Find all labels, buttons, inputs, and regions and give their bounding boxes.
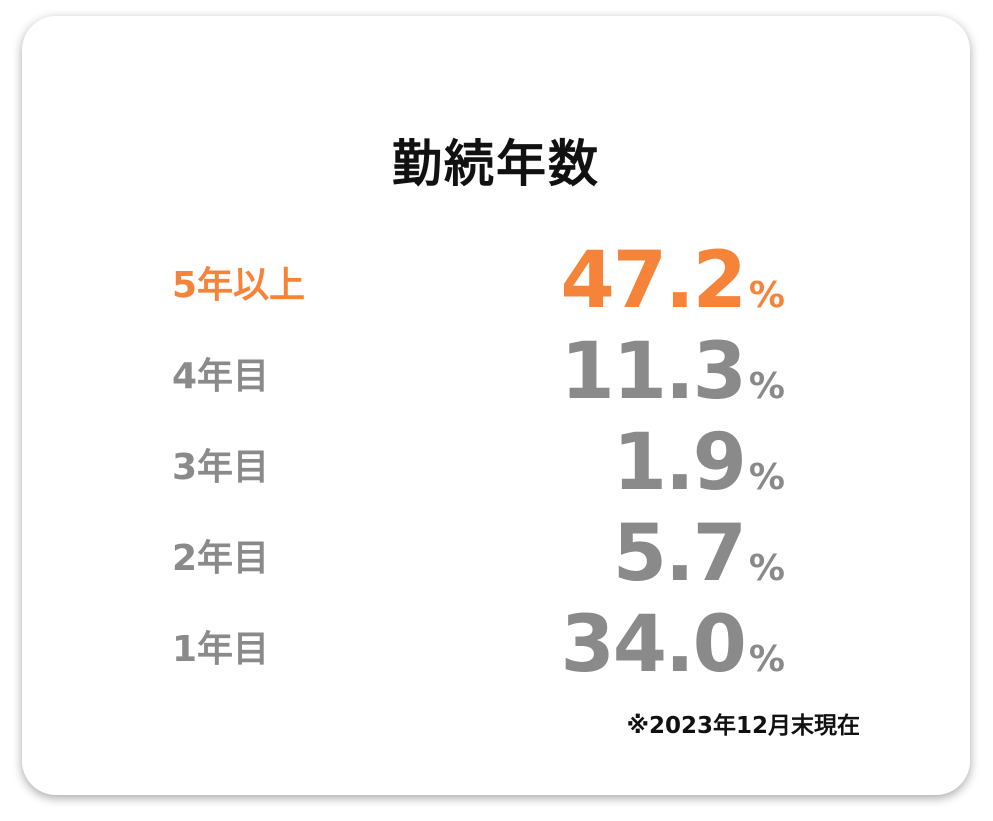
note: ※2023年12月末現在 [626,713,860,739]
row: 1年目 34.0% [22,592,970,684]
value-unit: % [748,366,785,407]
row-value: 34.0% [560,606,785,684]
row-value: 5.7% [613,515,785,593]
row-value: 11.3% [560,333,785,411]
card: 勤続年数 5年以上 47.2% 4年目 11.3% 3年目 1.9% 2年目 5.7% 1年目 3… [22,16,970,795]
row: 3年目 1.9% [22,410,970,502]
row-label: 1年目 [172,629,270,670]
value-number: 11.3 [560,327,746,417]
row: 5年以上 47.2% [22,228,970,320]
row-value: 1.9% [613,424,785,502]
value-unit: % [748,275,785,316]
value-number: 34.0 [560,600,746,690]
row-label: 2年目 [172,538,270,579]
value-unit: % [748,639,785,680]
row-label: 4年目 [172,356,270,397]
title: 勤続年数 [392,135,600,193]
row: 4年目 11.3% [22,319,970,411]
value-unit: % [748,457,785,498]
row-label: 3年目 [172,447,270,488]
row: 2年目 5.7% [22,501,970,593]
value-number: 47.2 [560,236,746,326]
value-number: 5.7 [612,509,747,599]
value-unit: % [748,548,785,589]
value-number: 1.9 [612,418,747,508]
row-value: 47.2% [560,242,785,320]
row-label: 5年以上 [172,265,306,306]
